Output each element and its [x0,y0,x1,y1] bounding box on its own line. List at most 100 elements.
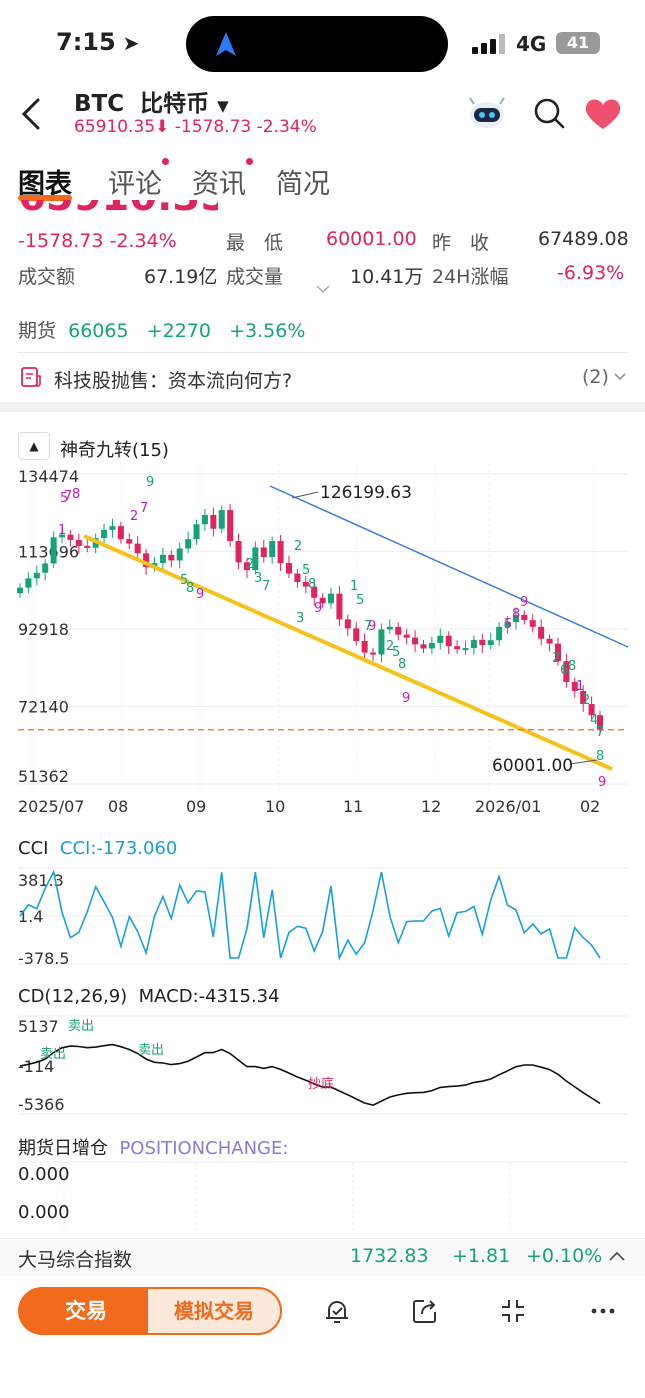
candle-body [420,644,427,649]
sequence-count-marker: 2 [294,539,302,554]
tab-chart[interactable]: 图表 [18,169,72,200]
cci-tick-label: -378.5 [18,949,70,968]
candle-body [59,534,66,538]
sequence-count-marker: 2 [386,639,394,654]
dynamic-island [186,16,448,72]
cci-chart[interactable]: 381.31.4-378.5 [0,866,645,968]
candle-body [260,547,267,558]
sequence-count-marker: 7 [140,501,148,516]
y-tick-label: 72140 [18,698,69,717]
y-tick-label: 134474 [18,467,79,486]
candle-body [42,563,49,573]
candle-body [412,637,419,645]
more-icon[interactable] [588,1296,618,1326]
candle-body [117,526,124,540]
candle-body [285,563,292,574]
sequence-count-marker: 1 [58,523,66,538]
expand-chevron-icon[interactable] [316,284,330,294]
candle-body [403,634,410,638]
y-tick-label: 92918 [18,620,69,639]
sequence-count-marker: 5 [180,573,188,588]
tab-news[interactable]: 资讯 [192,169,246,200]
candle-body [193,524,200,540]
back-icon[interactable] [16,96,46,132]
high-label: 126199.63 [320,483,412,503]
candle-body [504,621,511,627]
candle-body [277,541,284,564]
battery-icon: 41 [556,32,600,54]
macd-tick-label: -5366 [18,1095,65,1114]
network-type: 4G [516,32,547,56]
candle-body [134,543,141,554]
candle-body [33,572,40,579]
news-count[interactable]: (2) [582,366,609,388]
tab-news-badge [246,158,253,165]
sequence-count-marker: 8 [568,659,576,674]
cci-line [19,869,601,961]
sequence-count-marker: 2 [246,557,254,572]
candle-body [571,682,578,691]
robot-assistant-icon[interactable] [468,96,506,130]
candle-body [75,539,82,546]
fullscreen-icon[interactable] [498,1296,528,1326]
h24-label: 24H涨幅 [432,266,509,288]
sequence-count-marker: 3 [296,611,304,626]
sequence-count-marker: 5 [302,563,310,578]
candle-body [580,690,587,705]
candle-body [554,643,561,662]
candle-body [227,510,234,542]
sequence-count-marker: 9 [146,475,154,490]
sim-trade-button[interactable]: 模拟交易 [146,1287,282,1335]
candle-body [428,642,435,649]
macd-signal-label: 抄底 [308,1076,334,1092]
tab-profile[interactable]: 简况 [276,169,330,200]
candle-body [67,534,74,540]
candle-body [25,578,32,588]
candle-body [84,545,91,548]
futures-row[interactable]: 期货 66065 +2270 +3.56% [18,320,306,342]
status-time: 7:15 ➤ [56,28,140,56]
search-icon[interactable] [532,96,566,130]
chevron-down-icon[interactable] [614,372,626,382]
signal-icon [472,34,505,54]
x-tick-label: 10 [265,797,285,814]
trade-button[interactable]: 交易 [18,1287,154,1335]
low-label: 最 低 [226,232,284,254]
high-pointer [291,491,319,499]
share-icon[interactable] [410,1296,440,1326]
symbol-title[interactable]: BTC 比特币 ▼ [74,91,229,117]
h24-value: -6.93% [557,262,625,284]
sequence-count-marker: 9 [368,619,376,634]
collapse-toggle-button[interactable]: ▲ [18,432,50,460]
chevron-down-icon[interactable]: ▼ [217,97,229,115]
indicator-name[interactable]: 神奇九转(15) [60,440,169,461]
chevron-up-icon[interactable] [608,1249,626,1263]
sequence-count-marker: 5 [392,645,400,660]
alert-bell-icon[interactable] [322,1296,352,1326]
sequence-count-marker: 1 [350,579,358,594]
tab-comments[interactable]: 评论 [108,169,162,200]
x-tick-label: 2026/01 [475,797,541,814]
news-headline[interactable]: 科技股抛售：资本流向何方? [54,370,293,392]
candle-body [235,541,242,563]
sequence-count-marker: 1 [576,679,584,694]
candle-body [462,648,469,651]
sequence-count-marker: 8 [186,581,194,596]
index-ticker-bar[interactable]: 大马综合指数 1732.83 +1.81 +0.10% [0,1238,645,1276]
candle-body [529,620,536,627]
x-tick-label: 02 [580,797,600,814]
sequence-count-marker: 7 [64,489,72,504]
candle-body [168,554,175,561]
sequence-count-marker: 5 [356,593,364,608]
favorite-heart-icon[interactable] [584,98,622,130]
sequence-count-marker: 8 [308,577,316,592]
cci-header: CCI CCI:-173.060 [18,838,178,859]
candle-body [126,539,133,544]
candle-body [546,638,553,644]
cci-tick-label: 1.4 [18,907,43,926]
position-tick-bottom: 0.000 [18,1202,70,1223]
position-change-chart [18,1161,628,1230]
sequence-count-marker: 9 [520,595,528,610]
